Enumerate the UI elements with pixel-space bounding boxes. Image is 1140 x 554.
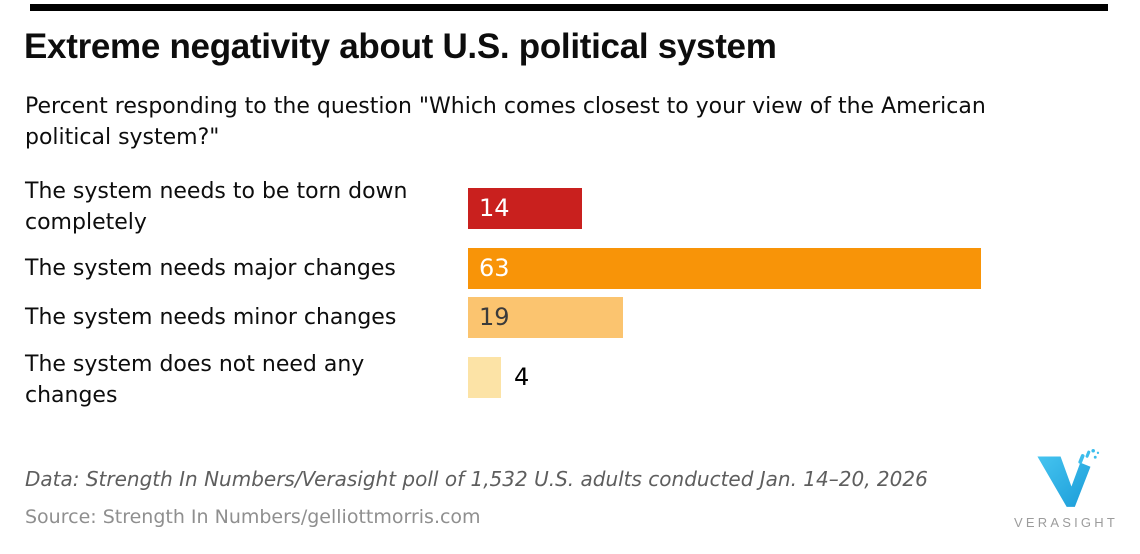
label-line: The system needs minor changes (25, 305, 397, 330)
page-title: Extreme negativity about U.S. political … (24, 27, 777, 66)
bar-row: 19 (468, 297, 1138, 338)
bar-row: 14 (468, 188, 1138, 229)
data-note: Data: Strength In Numbers/Verasight poll… (25, 467, 928, 491)
source-note: Source: Strength In Numbers/gelliottmorr… (25, 506, 481, 528)
verasight-logo: VERASIGHT (1000, 448, 1132, 530)
label-line: The system needs to be torn down (25, 179, 408, 204)
subtitle-line: Percent responding to the question "Whic… (25, 94, 986, 119)
category-label-torn-down: The system needs to be torn down complet… (25, 176, 475, 238)
bar-row: 63 (468, 248, 1138, 289)
value-label: 63 (479, 254, 510, 282)
label-line: The system needs major changes (25, 256, 396, 281)
label-line: completely (25, 210, 147, 235)
value-label: 14 (479, 194, 510, 222)
verasight-logo-icon (1037, 449, 1100, 507)
bar-row: 4 (468, 357, 1138, 398)
bar (468, 357, 501, 398)
value-label: 4 (514, 363, 530, 391)
subtitle-line: political system?" (25, 125, 220, 150)
bar (468, 188, 582, 229)
top-accent-bar (30, 4, 1108, 11)
bar (468, 297, 623, 338)
label-line: The system does not need any (25, 352, 365, 377)
verasight-logo-text: VERASIGHT (1014, 515, 1118, 530)
label-line: changes (25, 383, 118, 408)
page-subtitle: Percent responding to the question "Whic… (25, 91, 1135, 153)
category-label-minor-changes: The system needs minor changes (25, 302, 475, 333)
bar (468, 248, 981, 289)
value-label: 19 (479, 303, 510, 331)
category-label-major-changes: The system needs major changes (25, 253, 475, 284)
category-label-no-changes: The system does not need any changes (25, 349, 475, 411)
